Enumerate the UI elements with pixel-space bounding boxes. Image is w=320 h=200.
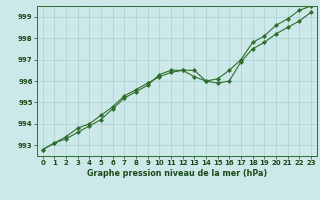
X-axis label: Graphe pression niveau de la mer (hPa): Graphe pression niveau de la mer (hPa) [87,169,267,178]
